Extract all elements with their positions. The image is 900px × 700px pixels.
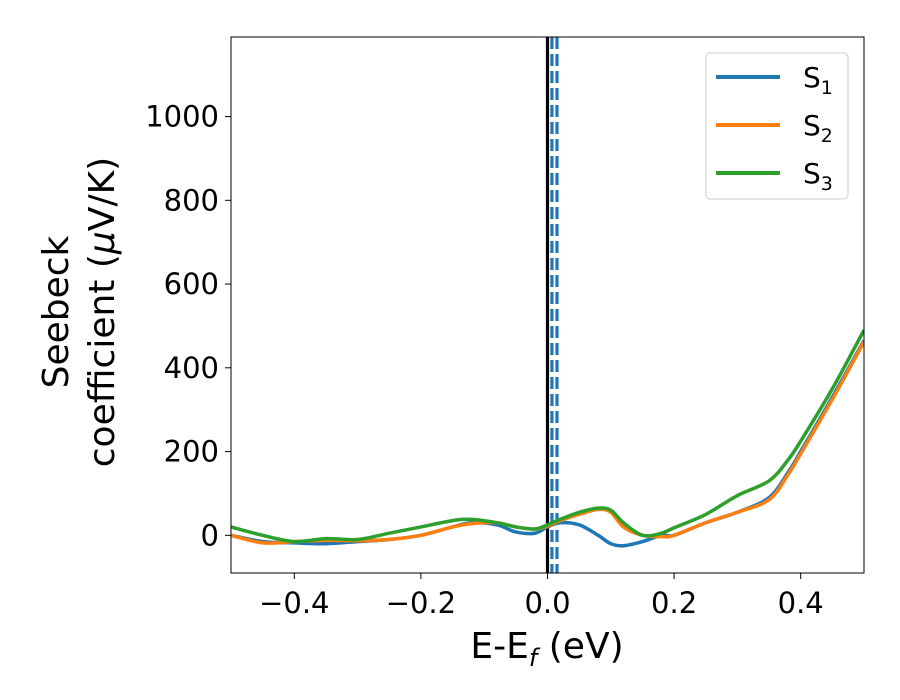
x-axis-ticks: −0.4 −0.2 0.0 0.2 0.4 [259, 573, 824, 620]
legend-label-S1: S1 [803, 61, 833, 99]
y-axis-ticks: 0 200 400 600 800 1000 [145, 100, 231, 552]
x-tick-label: −0.2 [386, 586, 456, 620]
x-tick-label: 0.0 [524, 586, 570, 620]
y-tick-label: 400 [164, 351, 219, 385]
x-tick-label: −0.4 [259, 586, 329, 620]
legend: S1 S2 S3 [705, 52, 849, 200]
x-axis-label: E-Ef (eV) [470, 626, 623, 672]
series-lines [231, 329, 864, 548]
x-tick-label: 0.4 [778, 586, 824, 620]
y-axis-label-line1: Seebeck [36, 235, 77, 388]
y-tick-label: 800 [164, 183, 219, 217]
legend-label-S2: S2 [803, 109, 833, 147]
y-tick-label: 0 [201, 518, 219, 552]
vertical-reference-lines [545, 37, 559, 573]
y-tick-label: 600 [164, 267, 219, 301]
legend-label-S3: S3 [803, 157, 833, 195]
y-axis-label-line2: coefficient (μV/K) [82, 157, 123, 467]
x-tick-label: 0.2 [651, 586, 697, 620]
y-tick-label: 200 [164, 435, 219, 469]
y-tick-label: 1000 [145, 100, 219, 134]
series-line-S3 [231, 329, 864, 544]
